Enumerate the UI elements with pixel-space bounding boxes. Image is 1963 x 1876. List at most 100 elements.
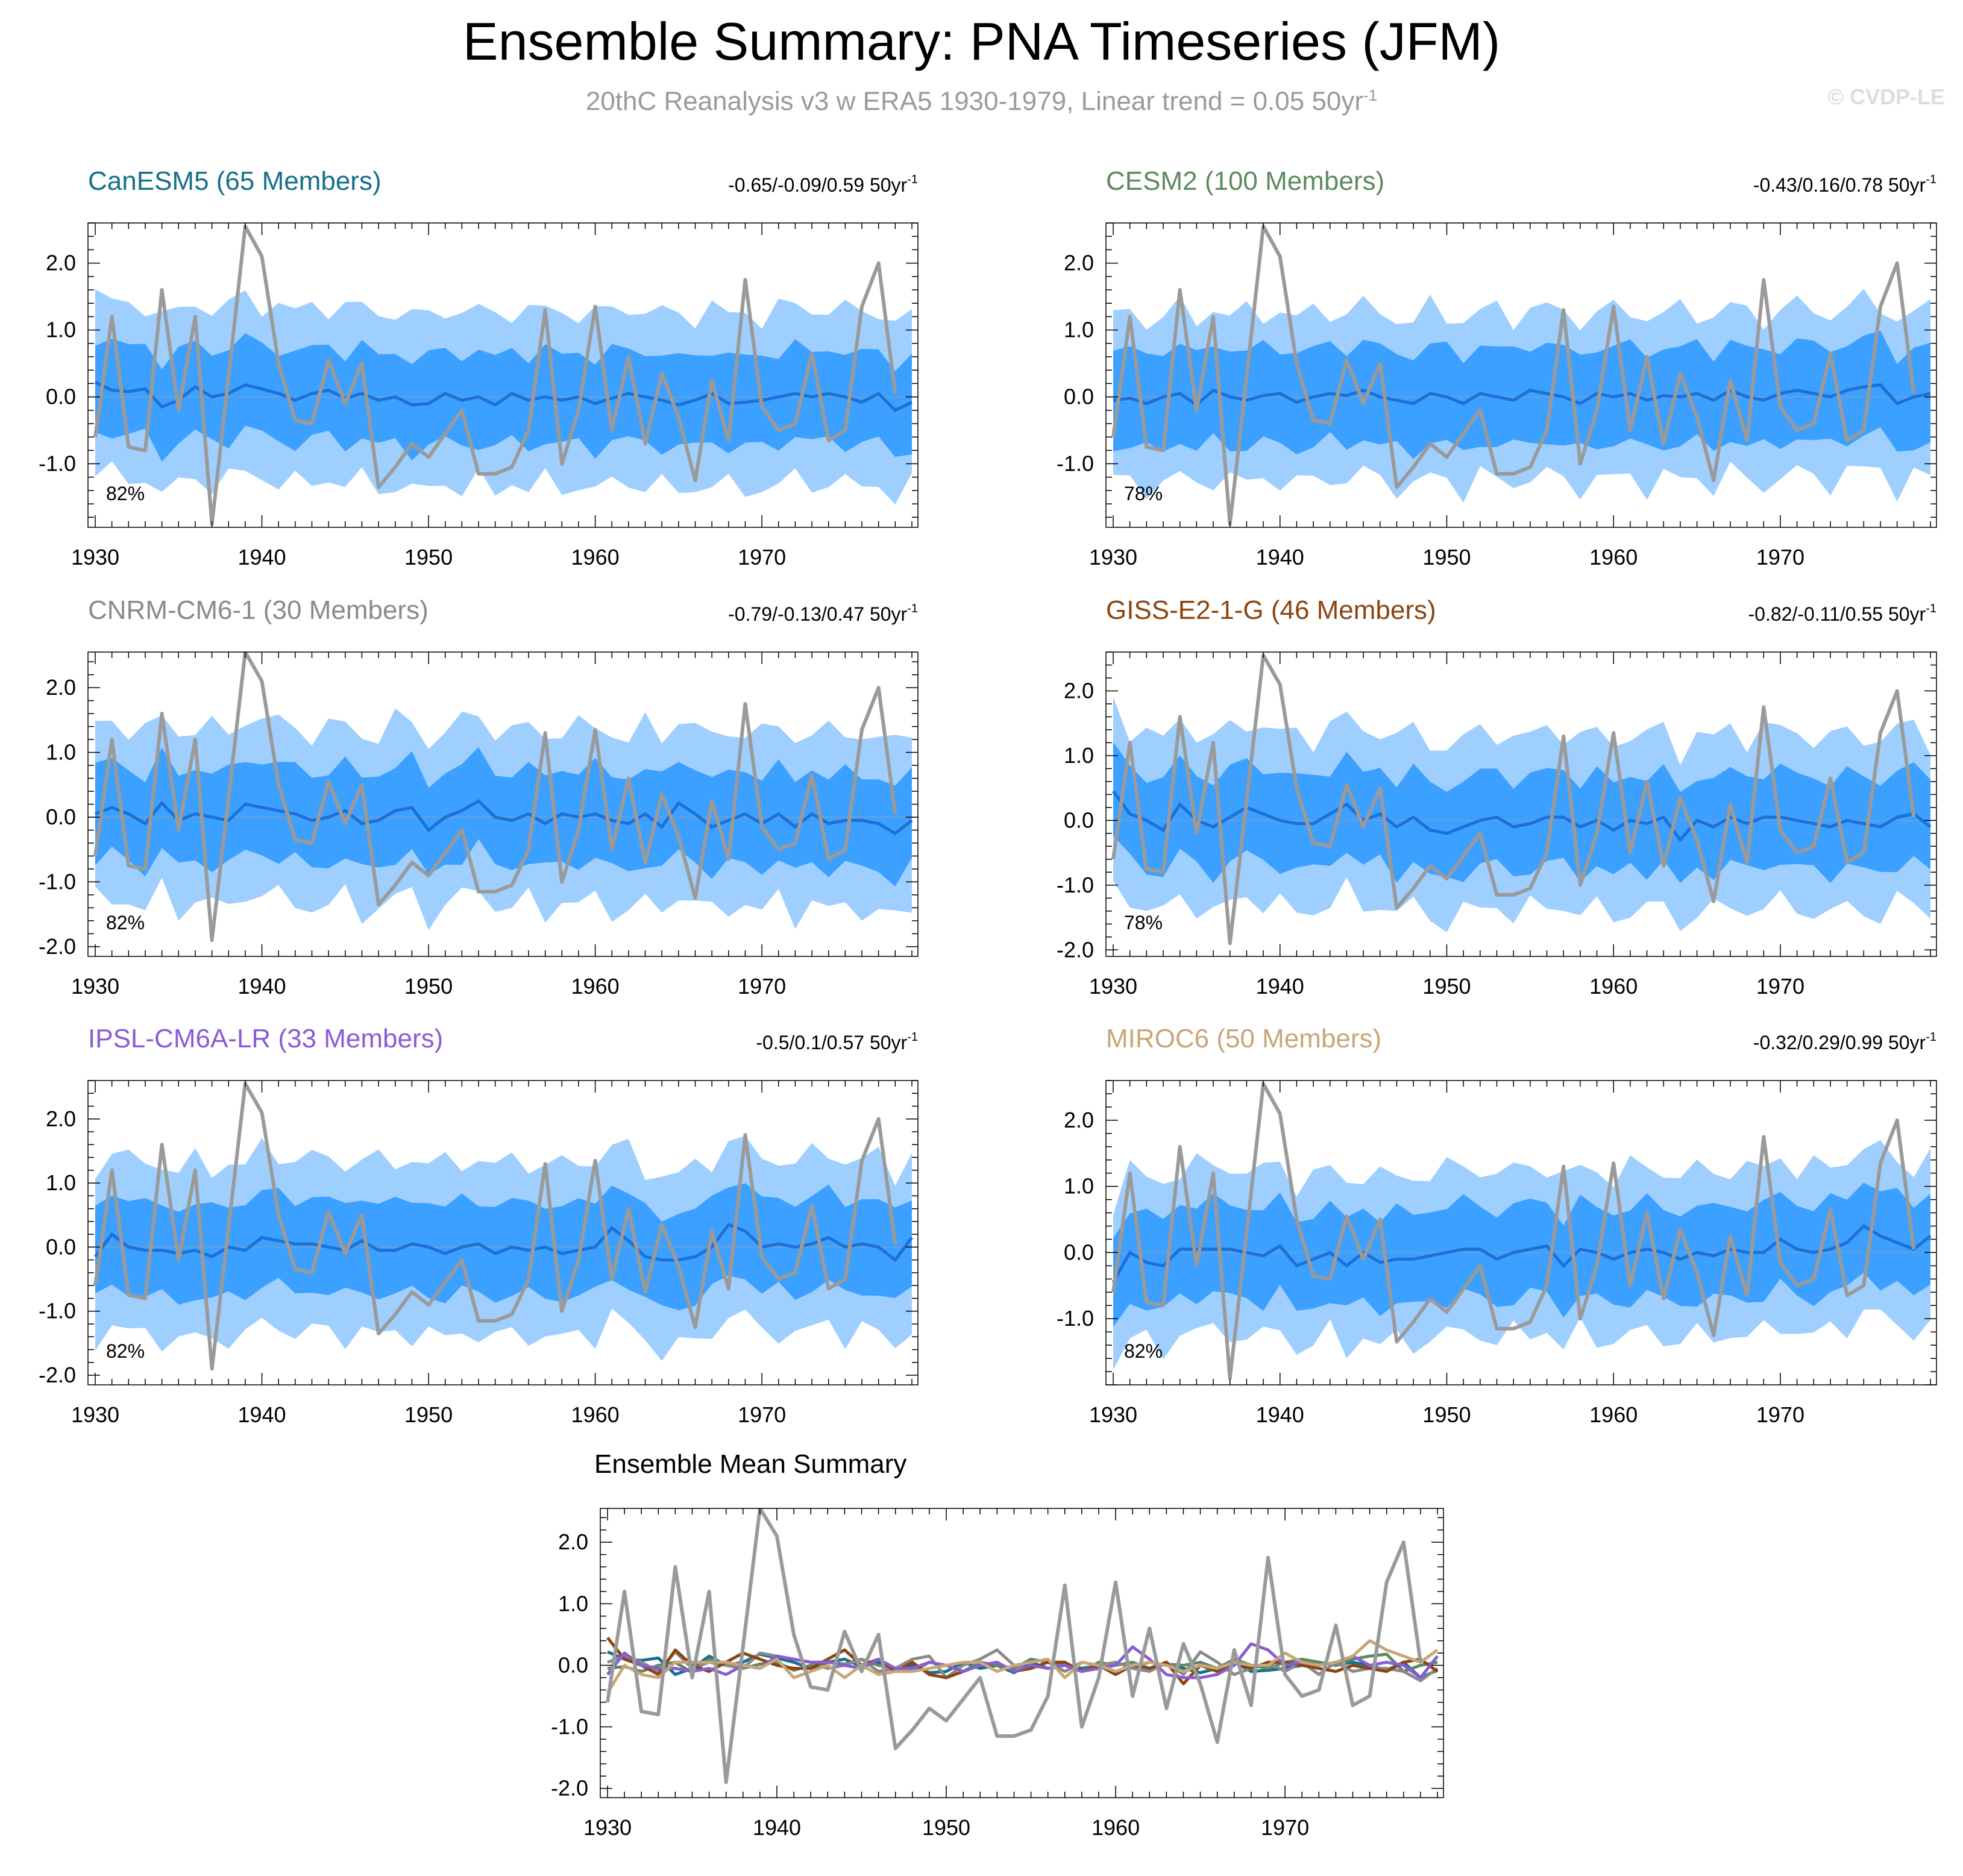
x-tick-label: 1930 [1089,974,1137,999]
plot-frame [87,1080,919,1385]
plot-area [1106,224,1936,526]
plot-area [88,1082,918,1371]
trend-superscript: -1 [907,602,918,615]
y-tick-label: 0.0 [558,1652,588,1677]
y-tick-label: 0.0 [46,805,76,829]
panel-title: Ensemble Mean Summary [594,1449,906,1479]
x-tick-label: 1950 [404,974,453,999]
inner-spread-band [1113,1182,1930,1327]
y-tick-label: -1.0 [39,451,76,476]
chart-panel-5: MIROC6 (50 Members) -0.32/0.29/0.99 50yr-… [1057,1024,1937,1427]
plot-frame [1105,222,1937,528]
chart-panel-2: CNRM-CM6-1 (30 Members) -0.79/-0.13/0.47 … [39,595,919,999]
trend-value: -0.79/-0.13/0.47 50yr [728,603,907,625]
x-tick-label: 1970 [1756,545,1804,569]
y-tick-label: 0.0 [1064,1240,1094,1264]
observed-line [93,652,897,943]
trend-superscript: -1 [1926,173,1936,186]
panel-title: CNRM-CM6-1 (30 Members) [88,595,429,625]
x-tick-label: 1940 [237,1402,286,1427]
x-tick-label: 1960 [1589,1402,1638,1427]
trend-superscript: -1 [907,1031,918,1044]
y-tick-label: 2.0 [1064,251,1094,275]
trend-value: -0.43/0.16/0.78 50yr [1753,174,1926,196]
plot-area [1106,1082,1936,1380]
y-tick-label: -1.0 [39,1299,76,1323]
x-tick-label: 1940 [1256,974,1304,999]
trend-label: -0.79/-0.13/0.47 50yr-1 [728,602,918,625]
observed-line [1111,224,1916,526]
y-tick-label: -1.0 [551,1714,588,1739]
percent-label: 82% [1124,1340,1163,1362]
y-tick-label: 2.0 [1064,1108,1094,1132]
y-tick-label: 1.0 [1064,743,1094,768]
trend-superscript: -1 [1926,602,1936,615]
trend-label: -0.82/-0.11/0.55 50yr-1 [1748,602,1937,625]
subtitle-text: 20thC Reanalysis v3 w ERA5 1930-1979, Li… [585,86,1364,116]
x-tick-label: 1930 [71,545,119,569]
x-tick-label: 1950 [1422,974,1471,999]
x-tick-label: 1960 [1091,1815,1140,1840]
percent-label: 82% [106,912,145,933]
y-tick-label: 2.0 [46,251,76,275]
chart-panel-4: IPSL-CM6A-LR (33 Members) -0.5/0.1/0.57 5… [39,1024,919,1427]
x-tick-label: 1930 [71,974,119,999]
plot-area [606,1508,1439,1784]
series-line-6 [606,1508,1422,1784]
watermark: © CVDP-LE [1827,84,1945,109]
panel-title: MIROC6 (50 Members) [1106,1024,1381,1053]
x-tick-label: 1950 [922,1815,970,1840]
percent-label: 82% [106,1340,145,1362]
trend-value: -0.65/-0.09/0.59 50yr [728,174,907,196]
panel-title: CESM2 (100 Members) [1106,166,1384,196]
y-tick-label: 1.0 [46,740,76,765]
x-tick-label: 1930 [71,1402,119,1427]
x-tick-label: 1970 [1756,1402,1804,1427]
main-title: Ensemble Summary: PNA Timeseries (JFM) [462,11,1501,71]
trend-value: -0.32/0.29/0.99 50yr [1753,1032,1926,1053]
x-tick-label: 1930 [583,1815,632,1840]
trend-label: -0.32/0.29/0.99 50yr-1 [1753,1031,1936,1053]
observed-line [93,224,897,526]
x-tick-label: 1930 [1089,1402,1137,1427]
x-tick-label: 1970 [738,974,786,999]
chart-panel-1: CESM2 (100 Members) -0.43/0.16/0.78 50yr-… [1057,166,1937,569]
chart-panel-6: Ensemble Mean Summary 2.0 1.0 0.0 -1.0 -2.0 19… [551,1449,1444,1840]
x-tick-label: 1970 [1261,1815,1309,1840]
plot-frame [600,1508,1444,1798]
y-tick-label: 0.0 [1064,808,1094,832]
plot-frame [1105,651,1937,957]
x-tick-label: 1960 [1589,545,1638,569]
ensemble-mean-line [93,1223,914,1263]
observed-line [1111,653,1916,946]
y-tick-label: -1.0 [1057,873,1094,897]
x-tick-label: 1940 [1256,1402,1304,1427]
panel-title: CanESM5 (65 Members) [88,166,382,196]
series-line-5 [606,1639,1439,1694]
x-tick-label: 1960 [571,974,620,999]
y-tick-label: 1.0 [558,1591,588,1616]
y-tick-label: 0.0 [1064,384,1094,409]
x-tick-label: 1940 [237,545,286,569]
trend-label: -0.65/-0.09/0.59 50yr-1 [728,173,918,196]
chart-panel-0: CanESM5 (65 Members) -0.65/-0.09/0.59 50y… [39,166,919,569]
y-tick-label: -1.0 [1057,451,1094,476]
y-tick-label: 1.0 [46,318,76,342]
ensemble-mean-line [1113,383,1931,407]
inner-spread-band [1113,742,1930,883]
y-tick-label: -2.0 [1057,937,1094,962]
x-tick-label: 1960 [571,545,620,569]
plot-area [88,224,918,526]
observed-line [1111,1082,1916,1380]
percent-label: 78% [1124,483,1163,504]
trend-label: -0.43/0.16/0.78 50yr-1 [1753,173,1936,196]
x-tick-label: 1940 [1256,545,1304,569]
x-tick-label: 1930 [1089,545,1137,569]
panel-title: GISS-E2-1-G (46 Members) [1106,595,1436,625]
x-tick-label: 1960 [571,1402,620,1427]
x-tick-label: 1970 [738,1402,786,1427]
y-tick-label: 1.0 [1064,1174,1094,1199]
percent-label: 78% [1124,912,1163,933]
x-tick-label: 1950 [404,545,453,569]
y-tick-label: 2.0 [46,1106,76,1131]
